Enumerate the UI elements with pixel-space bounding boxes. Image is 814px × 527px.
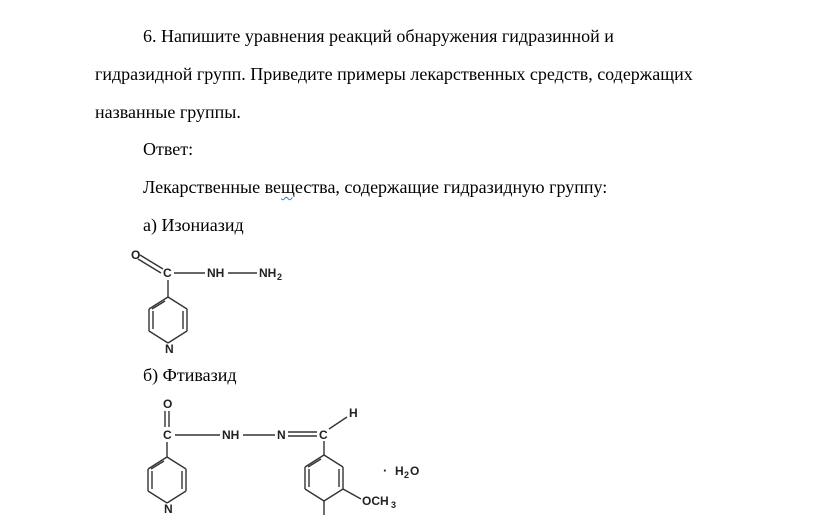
atom-n-ring: N	[165, 342, 174, 356]
atom-n-ring-b: N	[164, 502, 173, 516]
atom-och3: OCH	[362, 494, 389, 508]
atom-o-b: O	[163, 397, 172, 411]
atom-nh2: NH	[259, 266, 276, 280]
item-b-label: б) Фтивазид	[95, 357, 744, 395]
phenyl-ring	[305, 455, 343, 501]
pyridine-ring-b	[148, 457, 186, 503]
atom-och3-sub: 3	[391, 500, 396, 510]
hydrate-o: O	[410, 464, 419, 478]
answer-label: Ответ:	[95, 131, 744, 169]
atom-c1: C	[163, 428, 172, 442]
hydrate-dot: ·	[383, 463, 387, 478]
typo-underline: щ	[281, 177, 295, 197]
question-line-3: названные группы.	[95, 94, 744, 132]
question-number: 6.	[143, 26, 157, 46]
item-a-label: а) Изониазид	[95, 207, 744, 245]
answer-intro: Лекарственные вещества, содержащие гидра…	[95, 169, 744, 207]
question-line-1: 6. Напишите уравнения реакций обнаружени…	[95, 18, 744, 56]
atom-nh: NH	[207, 266, 224, 280]
isoniazid-structure: O C NH NH 2 N	[125, 247, 744, 357]
atom-c: C	[163, 266, 172, 280]
question-text-1: Напишите уравнения реакций обнаружения г…	[161, 26, 614, 46]
ftivazid-structure: O C NH N C H OCH	[125, 397, 744, 527]
pyridine-ring	[149, 297, 187, 343]
atom-nh-b: NH	[222, 428, 239, 442]
atom-nh2-sub: 2	[277, 272, 282, 282]
bond-ch	[329, 417, 347, 429]
bond-och3	[343, 489, 361, 499]
question-line-2: гидразидной групп. Приведите примеры лек…	[95, 56, 744, 94]
atom-h: H	[349, 406, 358, 420]
atom-c2: C	[319, 428, 328, 442]
hydrate-h: H	[395, 464, 404, 478]
atom-n-dbl: N	[277, 428, 286, 442]
hydrate-2: 2	[404, 470, 409, 480]
